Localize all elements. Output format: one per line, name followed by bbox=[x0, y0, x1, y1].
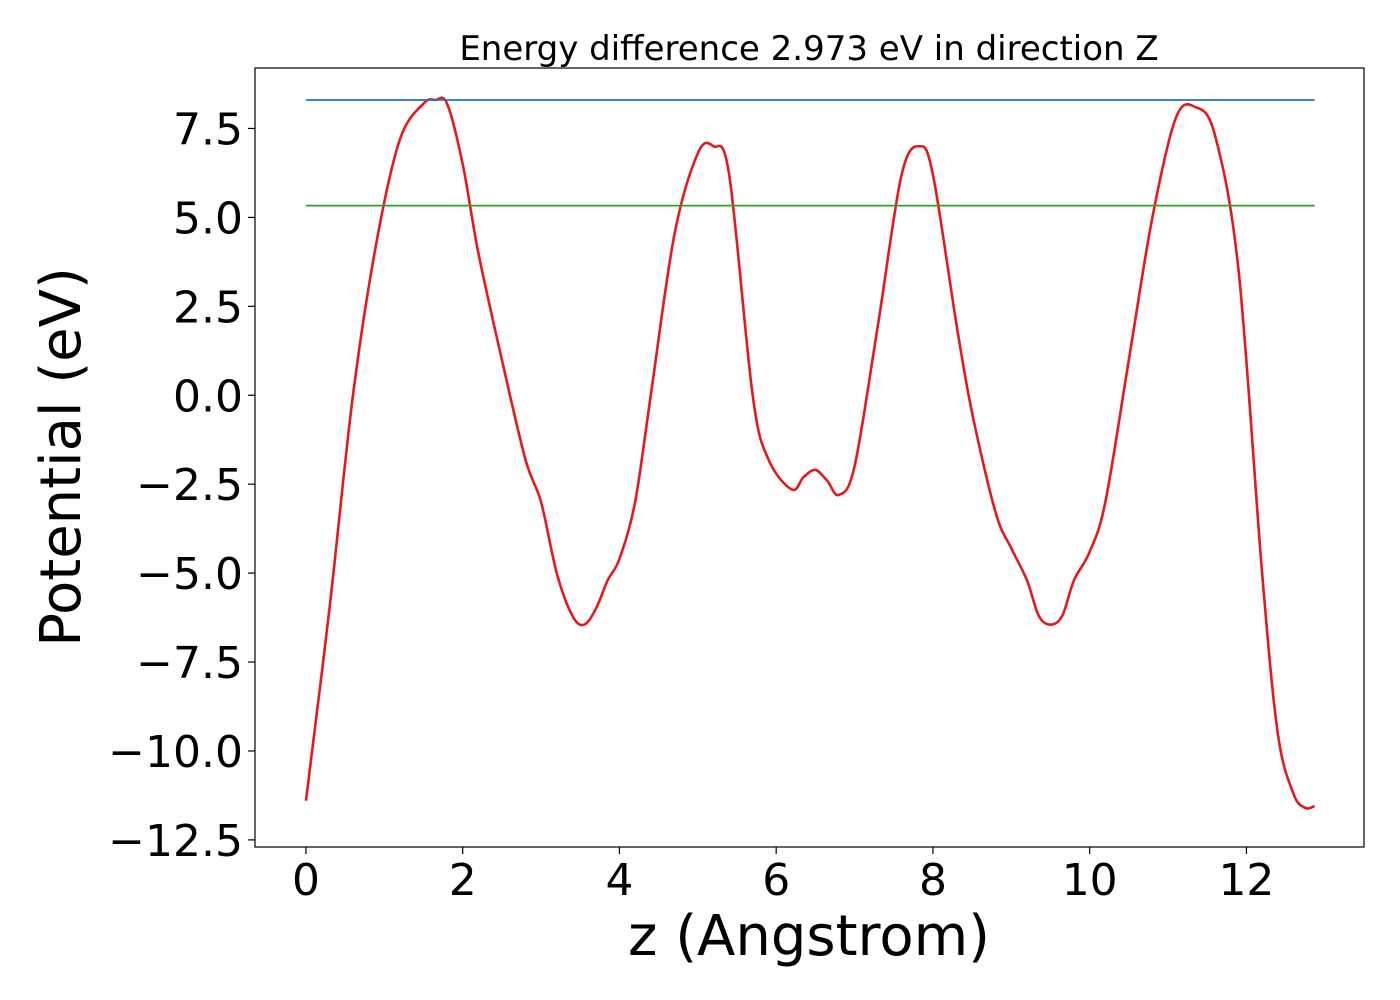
x-tick-label: 0 bbox=[292, 855, 320, 906]
chart-title: Energy difference 2.973 eV in direction … bbox=[459, 29, 1158, 69]
x-tick-label: 8 bbox=[919, 855, 947, 906]
y-tick-label: 2.5 bbox=[173, 282, 243, 333]
x-axis-label: z (Angstrom) bbox=[628, 904, 990, 969]
y-tick-label: −5.0 bbox=[136, 549, 243, 600]
series-layer bbox=[304, 96, 1316, 810]
plot-area bbox=[254, 67, 1365, 848]
x-tick-label: 2 bbox=[449, 855, 477, 906]
y-axis-label: Potential (eV) bbox=[29, 267, 94, 647]
x-tick-label: 4 bbox=[605, 855, 633, 906]
y-tick-label: −10.0 bbox=[108, 727, 243, 778]
y-tick-label: −12.5 bbox=[108, 816, 243, 867]
x-tick-label: 12 bbox=[1218, 855, 1274, 906]
potential-line bbox=[304, 96, 1316, 810]
y-axis-ticks: 7.5 5.0 2.5 0.0 −2.5 −5.0 −7.5 −10.0 −12.5 bbox=[108, 104, 255, 867]
y-tick-label: −2.5 bbox=[136, 460, 243, 511]
x-axis-ticks: 0 2 4 6 8 10 12 bbox=[292, 847, 1274, 906]
y-tick-label: 0.0 bbox=[173, 371, 243, 422]
x-tick-label: 10 bbox=[1062, 855, 1118, 906]
y-tick-label: 5.0 bbox=[173, 193, 243, 244]
x-tick-label: 6 bbox=[762, 855, 790, 906]
y-tick-label: 7.5 bbox=[173, 104, 243, 155]
y-tick-label: −7.5 bbox=[136, 638, 243, 689]
